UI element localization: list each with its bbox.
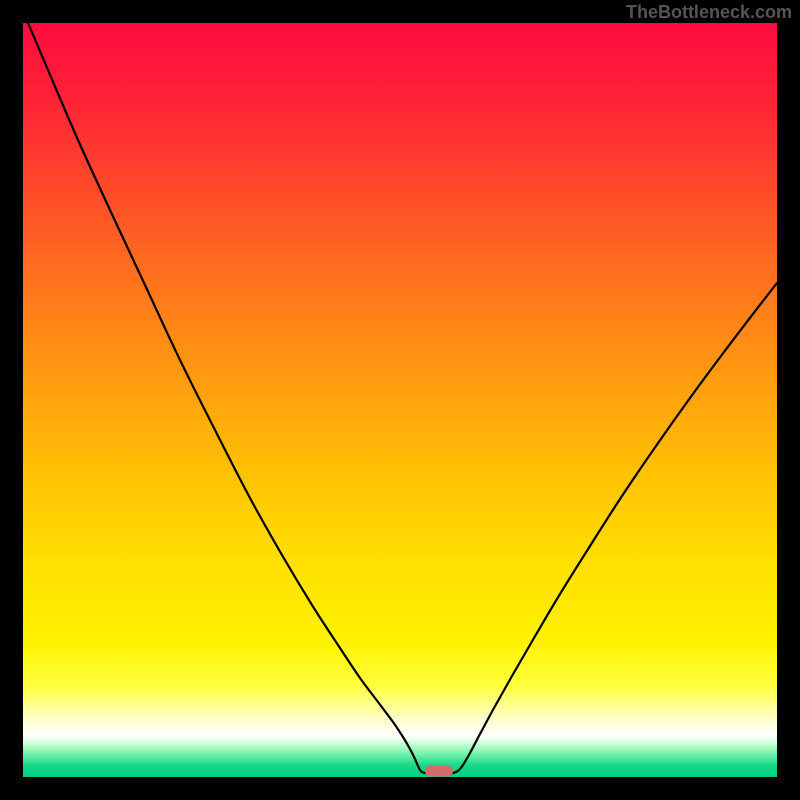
chart-container: TheBottleneck.com [0, 0, 800, 800]
bottleneck-chart [0, 0, 800, 800]
optimal-marker [425, 766, 453, 777]
plot-background [23, 23, 777, 777]
watermark-text: TheBottleneck.com [626, 2, 792, 23]
